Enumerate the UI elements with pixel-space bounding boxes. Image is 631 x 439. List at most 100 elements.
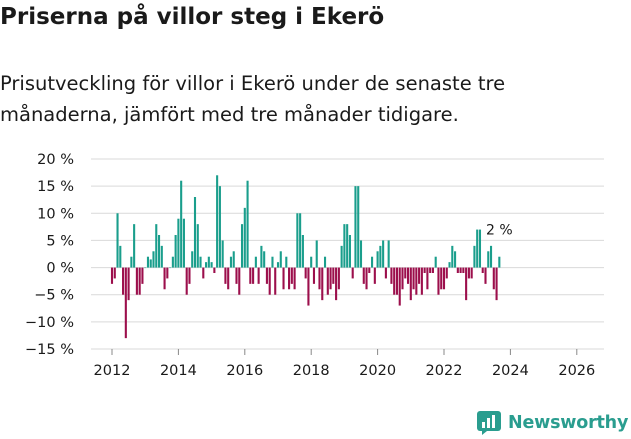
bar [478,229,482,268]
bar [279,251,282,268]
bar [191,251,194,268]
bar [462,267,465,273]
bar [384,267,387,279]
bar [473,245,476,268]
x-axis: 2012 2014 2016 2018 2020 2022 2024 2026 [94,349,595,379]
bar [470,267,473,279]
bar [296,213,299,268]
bar [326,267,329,295]
bar [365,267,368,290]
bar [185,267,188,295]
x-tick-label: 2020 [359,363,396,379]
bar [348,235,351,268]
bar [368,267,371,273]
bar [232,251,235,268]
bar [337,267,340,290]
bar [138,267,141,295]
bar [395,267,399,295]
bar [343,224,346,268]
bar [299,213,302,268]
bar [401,267,404,290]
bar [254,256,257,268]
bar [260,245,263,268]
bar [495,267,498,301]
x-tick-label: 2016 [226,363,263,379]
bar [276,262,280,268]
bar [221,240,224,268]
y-tick-label: −15 % [25,342,74,358]
bar [426,267,429,290]
bar [312,267,316,284]
bar [492,267,495,290]
bar [218,186,221,268]
bar [359,240,363,268]
y-tick-label: −5 % [34,288,74,304]
x-tick-label: 2014 [160,363,197,379]
bar [146,256,150,268]
bar [307,267,310,306]
brand-name: Newsworthy [508,413,629,433]
bar [263,251,266,268]
bar [160,245,163,268]
bar [412,267,415,290]
bar [235,267,238,284]
x-tick-label: 2018 [293,363,330,379]
bar [193,197,197,268]
bar [351,267,354,279]
bar [440,267,443,290]
bar [431,267,434,273]
bar [124,267,127,339]
bar [166,267,169,279]
bar [459,267,462,273]
bar [252,267,255,284]
bar [188,267,191,284]
bar [489,245,493,268]
bar [229,256,233,268]
bars [110,175,501,339]
bar [113,267,116,279]
bar [213,267,216,273]
annotations: 2 % [486,223,513,239]
bar [177,218,180,268]
chart-subtitle: Prisutveckling för villor i Ekerö under … [0,72,506,126]
bar [288,267,291,290]
bar [224,267,227,284]
bar [315,240,318,268]
bar [149,259,152,268]
bar [362,267,365,284]
bar [448,262,451,268]
bar [265,267,268,284]
bar [169,267,172,269]
x-tick-label: 2026 [558,363,595,379]
bar [133,224,136,268]
bar [310,256,313,268]
y-tick-label: −10 % [25,315,74,331]
bar [304,267,307,279]
bar [122,267,125,295]
bar [329,267,332,290]
newsworthy-logo-icon [477,411,501,435]
bar [323,256,327,268]
bar [205,262,208,268]
bar [409,267,412,301]
bar [127,267,130,301]
bar [406,267,410,284]
bar [318,267,321,290]
bar [346,224,349,268]
bar [171,256,174,268]
bar [240,224,244,268]
bar [207,256,210,268]
bar [271,256,274,268]
bar [335,267,338,301]
bar [110,267,114,284]
bar [152,251,155,268]
y-axis-labels: 20 % 15 % 10 % 5 % 0 % −5 % −10 % −15 % [25,152,74,358]
bar [415,267,418,295]
y-tick-label: 20 % [37,152,74,168]
bar [398,267,401,306]
bar [476,229,479,268]
x-tick-label: 2024 [492,363,529,379]
bar [290,267,293,284]
chart-title: Priserna på villor steg i Ekerö [0,4,385,30]
bar [434,256,437,268]
